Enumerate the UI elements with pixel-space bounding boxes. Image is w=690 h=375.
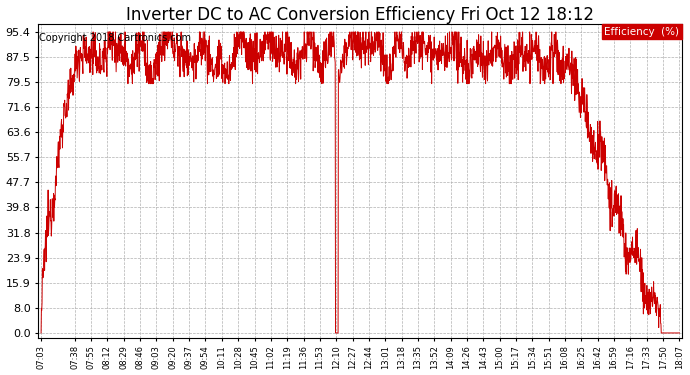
Text: Efficiency  (%): Efficiency (%) bbox=[604, 27, 679, 37]
Title: Inverter DC to AC Conversion Efficiency Fri Oct 12 18:12: Inverter DC to AC Conversion Efficiency … bbox=[126, 6, 594, 24]
Text: Copyright 2018 Cartronics.com: Copyright 2018 Cartronics.com bbox=[39, 33, 192, 43]
